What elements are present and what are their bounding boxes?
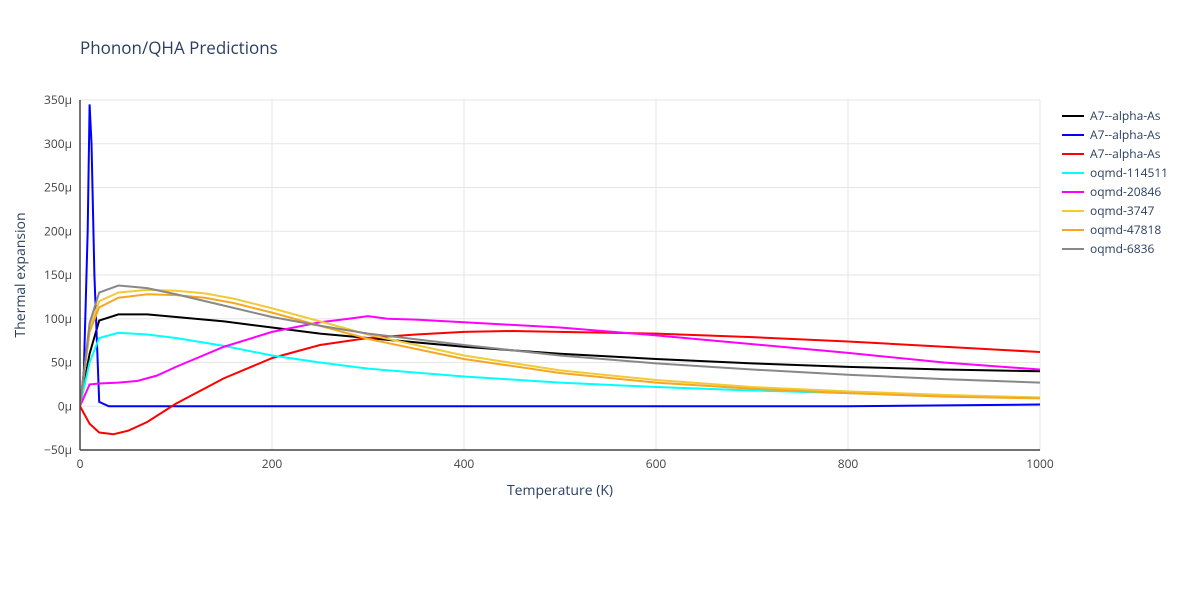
y-axis-title: Thermal expansion [11,212,30,337]
legend-swatch [1062,229,1084,231]
y-tick-label: 350μ [44,91,72,108]
chart-container: Phonon/QHA Predictions 02004006008001000… [0,0,1200,600]
y-tick-label: 300μ [44,135,72,152]
legend-swatch [1062,134,1084,136]
x-tick-label: 1000 [1026,455,1054,472]
legend-item[interactable]: oqmd-20846 [1062,182,1168,201]
y-tick-label: 50μ [51,354,72,371]
series-line[interactable] [80,294,1040,406]
legend-swatch [1062,191,1084,193]
legend: A7--alpha-As A7--alpha-As A7--alpha-As oqmd… [1062,106,1168,258]
plot-area[interactable]: 0 200 400 600 800 1000 −50μ 0μ 50μ 100μ 150μ 200μ 25… [0,0,1200,600]
x-tick-label: 800 [838,455,859,472]
legend-item[interactable]: A7--alpha-As [1062,106,1168,125]
legend-item[interactable]: oqmd-6836 [1062,239,1168,258]
legend-label: oqmd-47818 [1090,221,1161,238]
legend-item[interactable]: oqmd-3747 [1062,201,1168,220]
legend-label: oqmd-3747 [1090,202,1154,219]
legend-label: oqmd-114511 [1090,164,1168,181]
legend-swatch [1062,248,1084,250]
legend-swatch [1062,172,1084,174]
legend-label: A7--alpha-As [1090,107,1160,124]
legend-label: A7--alpha-As [1090,145,1160,162]
legend-label: A7--alpha-As [1090,126,1160,143]
y-tick-label: 0μ [58,397,72,414]
series-line[interactable] [80,104,1040,406]
legend-swatch [1062,210,1084,212]
x-tick-label: 600 [646,455,667,472]
legend-item[interactable]: A7--alpha-As [1062,144,1168,163]
x-tick-label: 200 [262,455,283,472]
legend-label: oqmd-20846 [1090,183,1161,200]
legend-swatch [1062,153,1084,155]
x-tick-label: 0 [77,455,84,472]
y-tick-label: 100μ [44,310,72,327]
legend-item[interactable]: oqmd-47818 [1062,220,1168,239]
x-tick-label: 400 [454,455,475,472]
y-tick-label: 200μ [44,222,72,239]
legend-item[interactable]: A7--alpha-As [1062,125,1168,144]
y-tick-label: 150μ [44,266,72,283]
y-tick-label: 250μ [44,179,72,196]
x-axis-title: Temperature (K) [507,481,613,500]
legend-swatch [1062,115,1084,117]
series-line[interactable] [80,290,1040,406]
y-tick-label: −50μ [44,441,72,458]
legend-item[interactable]: oqmd-114511 [1062,163,1168,182]
legend-label: oqmd-6836 [1090,240,1154,257]
